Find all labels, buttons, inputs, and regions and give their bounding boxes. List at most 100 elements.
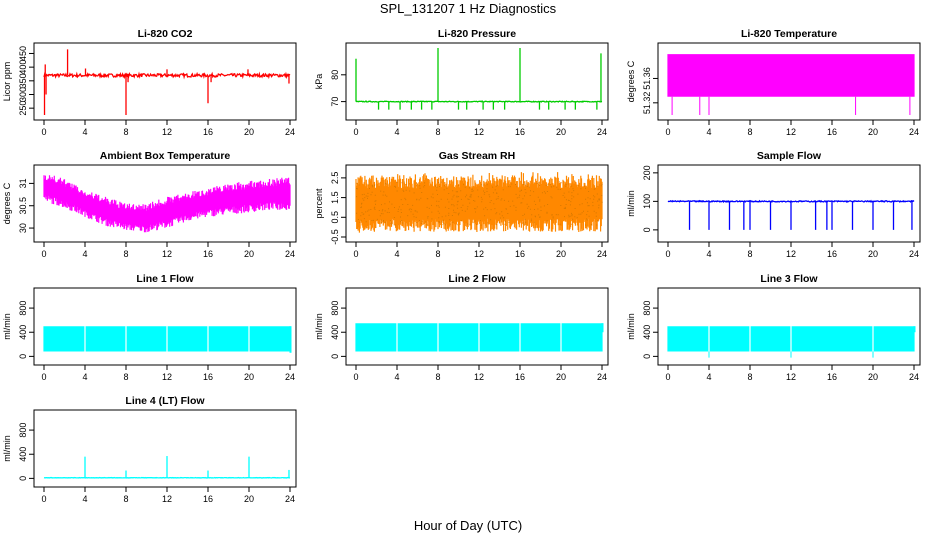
- x-tick-label: 24: [909, 372, 919, 382]
- panel-title: Line 3 Flow: [760, 273, 818, 285]
- x-tick-label: 12: [162, 127, 172, 137]
- y-tick-label: 0: [18, 476, 28, 481]
- y-axis-label: percent: [314, 188, 324, 219]
- x-tick-label: 16: [515, 127, 525, 137]
- x-tick-label: 0: [665, 249, 670, 259]
- panel-10: Line 4 (LT) Flow 0 4 8 12 16 20 24 0 400 800 ml/min: [2, 395, 297, 504]
- x-axis-caption: Hour of Day (UTC): [413, 518, 523, 533]
- x-tick-label: 20: [868, 127, 878, 137]
- x-tick-label: 16: [515, 372, 525, 382]
- series-line: [667, 199, 915, 204]
- y-tick-label: 400: [330, 325, 340, 340]
- plot-frame: [345, 164, 609, 243]
- x-tick-label: 8: [747, 372, 752, 382]
- x-tick-label: 8: [747, 249, 752, 259]
- x-tick-label: 4: [82, 249, 87, 259]
- series-dots: [356, 181, 603, 226]
- x-tick-label: 4: [82, 127, 87, 137]
- x-tick-label: 16: [203, 494, 213, 504]
- x-tick-label: 8: [123, 372, 128, 382]
- x-tick-label: 12: [474, 372, 484, 382]
- panel-3: Li-820 Temperature 0 4 8 12 16 20 24 51.32 51.36 d…: [626, 28, 921, 137]
- x-tick-label: 4: [82, 372, 87, 382]
- y-axis-label: ml/min: [2, 313, 12, 340]
- y-tick-label: 300: [18, 87, 28, 102]
- plot-frame: [657, 287, 921, 366]
- y-axis-label: Licor ppm: [2, 62, 12, 102]
- y-tick-label: 200: [642, 165, 652, 180]
- y-tick-label: 800: [642, 301, 652, 316]
- x-tick-label: 20: [868, 249, 878, 259]
- panel-title: Line 1 Flow: [136, 273, 194, 285]
- x-tick-label: 4: [706, 372, 711, 382]
- x-tick-label: 8: [123, 249, 128, 259]
- x-tick-label: 16: [827, 127, 837, 137]
- y-axis-label: degrees C: [2, 182, 12, 224]
- x-tick-label: 24: [285, 494, 295, 504]
- y-tick-label: -0.5: [330, 229, 340, 245]
- x-tick-label: 20: [244, 494, 254, 504]
- x-tick-label: 20: [556, 372, 566, 382]
- panel-title: Line 4 (LT) Flow: [125, 395, 205, 407]
- x-tick-label: 16: [203, 127, 213, 137]
- x-tick-label: 24: [909, 249, 919, 259]
- x-tick-label: 8: [435, 372, 440, 382]
- x-tick-label: 16: [203, 372, 213, 382]
- panel-6: Sample Flow 0 4 8 12 16 20 24 0 100 200 ml/min: [626, 150, 921, 259]
- y-axis-label: kPa: [314, 74, 324, 90]
- page-title: SPL_131207 1 Hz Diagnostics: [379, 1, 557, 16]
- x-tick-label: 4: [394, 249, 399, 259]
- y-tick-label: 51.36: [642, 67, 652, 90]
- y-tick-label: 350: [18, 73, 28, 88]
- x-tick-label: 4: [706, 127, 711, 137]
- panel-title: Sample Flow: [757, 150, 822, 162]
- x-tick-label: 4: [394, 372, 399, 382]
- x-tick-label: 20: [244, 372, 254, 382]
- x-tick-label: 12: [786, 127, 796, 137]
- x-tick-label: 16: [827, 249, 837, 259]
- y-tick-label: 0.5: [330, 211, 340, 224]
- x-tick-label: 20: [556, 127, 566, 137]
- panel-title: Li-820 CO2: [138, 28, 193, 40]
- y-axis-label: ml/min: [314, 313, 324, 340]
- y-tick-label: 80: [330, 70, 340, 80]
- y-tick-label: 100: [642, 194, 652, 209]
- y-axis-label: ml/min: [626, 190, 636, 217]
- panel-title: Li-820 Pressure: [438, 28, 516, 40]
- plot-frame: [33, 164, 297, 243]
- x-tick-label: 8: [123, 494, 128, 504]
- y-axis-label: degrees C: [626, 60, 636, 102]
- panel-9: Line 3 Flow 0 4 8 12 16 20 24 0 400 800 ml/min: [626, 273, 921, 382]
- panel-8: Line 2 Flow 0 4 8 12 16 20 24 0 400 800 ml/min: [314, 273, 609, 382]
- x-tick-label: 8: [435, 127, 440, 137]
- panel-2: Li-820 Pressure 0 4 8 12 16 20 24 70 80 kPa: [314, 28, 609, 137]
- x-tick-label: 4: [706, 249, 711, 259]
- y-tick-label: 0: [330, 354, 340, 359]
- x-tick-label: 20: [244, 249, 254, 259]
- y-tick-label: 400: [18, 447, 28, 462]
- x-tick-label: 20: [244, 127, 254, 137]
- x-tick-label: 12: [162, 494, 172, 504]
- y-tick-label: 800: [18, 423, 28, 438]
- plot-frame: [33, 42, 297, 121]
- x-tick-label: 0: [41, 494, 46, 504]
- y-axis-label: ml/min: [2, 435, 12, 462]
- plot-frame: [657, 42, 921, 121]
- y-tick-label: 250: [18, 101, 28, 116]
- y-tick-label: 70: [330, 97, 340, 107]
- x-tick-label: 16: [203, 249, 213, 259]
- series-band: [43, 175, 291, 233]
- y-tick-label: 400: [642, 325, 652, 340]
- plot-frame: [345, 42, 609, 121]
- plot-frame: [33, 409, 297, 488]
- x-tick-label: 12: [786, 372, 796, 382]
- x-tick-label: 24: [597, 249, 607, 259]
- x-tick-label: 8: [435, 249, 440, 259]
- x-tick-label: 24: [597, 127, 607, 137]
- y-tick-label: 30: [18, 223, 28, 233]
- y-tick-label: 51.32: [642, 92, 652, 115]
- series-line: [355, 100, 603, 103]
- x-tick-label: 0: [665, 127, 670, 137]
- x-tick-label: 0: [353, 249, 358, 259]
